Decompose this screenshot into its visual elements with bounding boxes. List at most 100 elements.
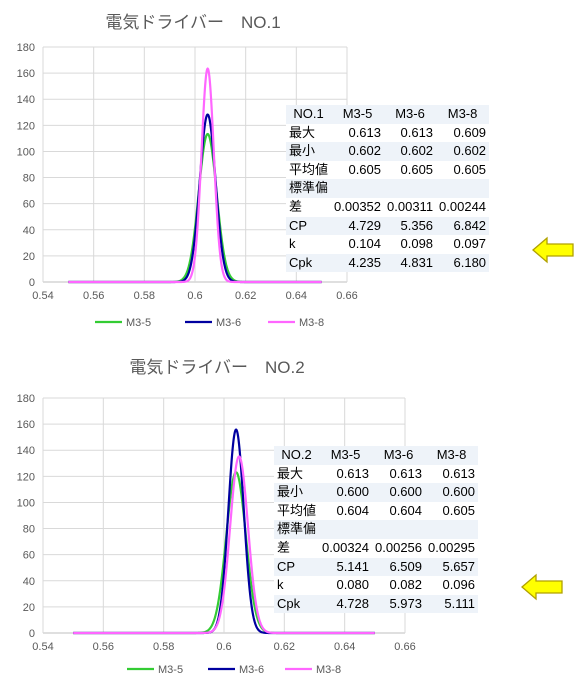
row-label: 差	[286, 197, 332, 217]
row-label: 平均値	[274, 501, 320, 521]
x-tick-label: 0.6	[216, 641, 231, 653]
table-cell: 0.613	[425, 464, 479, 484]
table-row: 標準偏	[286, 179, 490, 198]
x-tick-label: 0.56	[83, 290, 104, 302]
arrow-left-icon	[521, 573, 563, 601]
table-cell: 0.082	[372, 576, 426, 595]
axis-labels: 0 20 40 60 80 100 120 140 160 180 0.54 0.56 0.58 0.6 0…	[17, 42, 358, 302]
table-cell: 0.613	[331, 123, 385, 143]
row-label: k	[286, 235, 332, 254]
legend: M3-5 M3-6 M3-8	[95, 317, 324, 329]
table-row: 平均値 0.605 0.605 0.605	[286, 160, 490, 180]
chart-no1: 電気ドライバー NO.1 0 20 40 60 80 100 120 140 160 180 0.5…	[17, 13, 358, 329]
table-cell: 5.657	[425, 557, 479, 577]
table-row: 最大 0.613 0.613 0.613	[274, 464, 479, 484]
y-tick-label: 80	[23, 524, 35, 536]
y-tick-label: 60	[23, 550, 35, 562]
x-tick-label: 0.56	[93, 641, 114, 653]
table-row: 最小 0.600 0.600 0.600	[274, 483, 479, 502]
table-cell: 0.104	[331, 235, 385, 254]
table-cell: 0.602	[384, 142, 437, 161]
table-cell: 0.604	[319, 501, 373, 521]
x-tick-label: 0.64	[334, 641, 355, 653]
table-cell: 5.973	[372, 594, 426, 614]
legend-label: M3-8	[316, 664, 341, 676]
table-cell: 0.600	[425, 483, 479, 502]
column-header: NO.1	[286, 105, 332, 124]
legend-label: M3-5	[158, 664, 183, 676]
table-cell: 5.111	[425, 594, 479, 614]
legend-label: M3-6	[216, 317, 241, 329]
table-cell	[331, 179, 385, 198]
y-tick-label: 40	[23, 576, 35, 588]
y-tick-label: 180	[17, 393, 35, 405]
table-cell: 5.141	[319, 557, 373, 577]
table-cell: 0.605	[331, 160, 385, 180]
table-cell: 6.180	[436, 253, 490, 273]
table-cell: 0.613	[384, 123, 437, 143]
legend-label: M3-5	[126, 317, 151, 329]
table-row: k 0.080 0.082 0.096	[274, 576, 479, 595]
legend-label: M3-8	[299, 317, 324, 329]
y-tick-label: 120	[17, 471, 35, 483]
table-cell: 0.00295	[425, 538, 479, 558]
column-header: M3-5	[331, 105, 385, 124]
x-tick-label: 0.54	[32, 641, 53, 653]
y-tick-label: 140	[17, 94, 35, 106]
table-cell: 5.356	[384, 216, 437, 236]
series-lines	[72, 428, 376, 635]
table-cell: 0.00324	[319, 538, 373, 558]
table-row: 標準偏	[274, 520, 479, 539]
table-cell: 4.729	[331, 216, 385, 236]
x-tick-label: 0.6	[187, 290, 202, 302]
table-row: 平均値 0.604 0.604 0.605	[274, 501, 479, 521]
x-tick-label: 0.58	[134, 290, 155, 302]
column-header: M3-8	[425, 446, 479, 465]
table-row: 差 0.00324 0.00256 0.00295	[274, 538, 479, 558]
chart-title: 電気ドライバー NO.1	[105, 13, 280, 32]
table-cell: 0.605	[436, 160, 490, 180]
table-header-row: NO.2 M3-5 M3-6 M3-8	[274, 446, 479, 465]
legend: M3-5 M3-6 M3-8	[127, 664, 341, 676]
y-tick-label: 120	[17, 120, 35, 132]
y-tick-label: 140	[17, 445, 35, 457]
x-tick-label: 0.66	[336, 290, 357, 302]
y-tick-label: 40	[23, 225, 35, 237]
y-tick-label: 160	[17, 419, 35, 431]
table-cell: 0.604	[372, 501, 426, 521]
table-cell: 0.00352	[331, 197, 385, 217]
table-row: 差 0.00352 0.00311 0.00244	[286, 197, 490, 217]
row-label: k	[274, 576, 320, 595]
table-cell	[384, 179, 437, 198]
table-cell: 4.831	[384, 253, 437, 273]
y-tick-label: 180	[17, 42, 35, 54]
row-label: 最大	[286, 123, 332, 143]
table-row: CP 4.729 5.356 6.842	[286, 216, 490, 236]
column-header: M3-6	[372, 446, 426, 465]
y-tick-label: 100	[17, 497, 35, 509]
column-header: M3-8	[436, 105, 490, 124]
row-label: 最小	[274, 483, 320, 502]
table-cell: 0.00244	[436, 197, 490, 217]
y-tick-label: 60	[23, 199, 35, 211]
row-label: 標準偏	[286, 179, 332, 198]
table-cell: 0.098	[384, 235, 437, 254]
x-tick-label: 0.66	[394, 641, 415, 653]
column-header: M3-6	[384, 105, 437, 124]
x-tick-label: 0.62	[235, 290, 256, 302]
table-cell: 0.613	[319, 464, 373, 484]
table-cell: 4.728	[319, 594, 373, 614]
row-label: Cpk	[286, 253, 332, 273]
table-cell: 0.097	[436, 235, 490, 254]
table-cell: 4.235	[331, 253, 385, 273]
series-lines	[67, 67, 323, 284]
table-cell	[319, 520, 373, 539]
table-cell: 6.509	[372, 557, 426, 577]
legend-label: M3-6	[239, 664, 264, 676]
row-label: 差	[274, 538, 320, 558]
table-cell: 0.600	[372, 483, 426, 502]
table-cell: 6.842	[436, 216, 490, 236]
row-label: 最小	[286, 142, 332, 161]
series-line-m3-8	[72, 455, 376, 635]
stats-table-no2: NO.2 M3-5 M3-6 M3-8 最大 0.613 0.613 0.613 最小 0.600…	[274, 446, 479, 614]
